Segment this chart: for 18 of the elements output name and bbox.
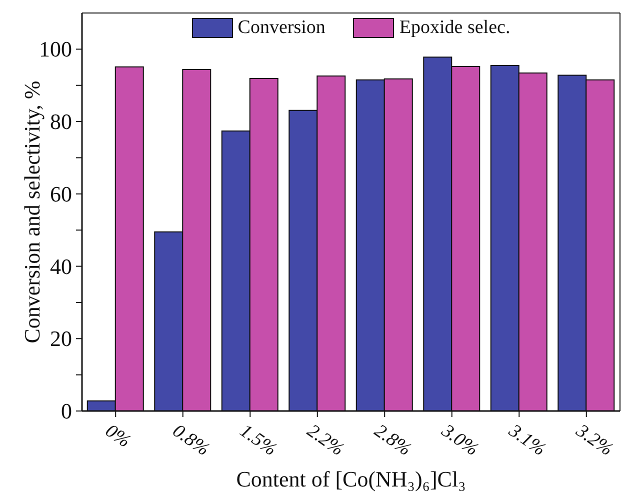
x-tick-label: 3.1% (504, 420, 550, 460)
y-tick-label: 60 (50, 181, 72, 206)
y-axis-title: Conversion and selectivity, % (20, 80, 44, 344)
x-tick-label: 2.8% (370, 420, 415, 460)
y-tick-label: 0 (61, 398, 72, 424)
y-tick-label: 100 (39, 36, 72, 62)
x-tick-label: 3.0% (436, 420, 482, 460)
x-axis-title: Content of [Co(NH₃)₆]Cl₃ (236, 466, 466, 492)
legend-label: Conversion (238, 17, 326, 39)
x-tick-label: 3.2% (571, 420, 617, 460)
legend-label: Epoxide selec. (399, 17, 510, 39)
y-tick-label: 40 (50, 254, 72, 279)
y-tick-label: 80 (50, 109, 72, 134)
x-tick-label: 0% (101, 420, 134, 452)
y-tick-label: 20 (50, 326, 72, 352)
x-tick-label: 0.8% (168, 420, 214, 460)
x-tick-label: 1.5% (236, 420, 280, 460)
x-tick-label: 2.2% (303, 420, 348, 460)
